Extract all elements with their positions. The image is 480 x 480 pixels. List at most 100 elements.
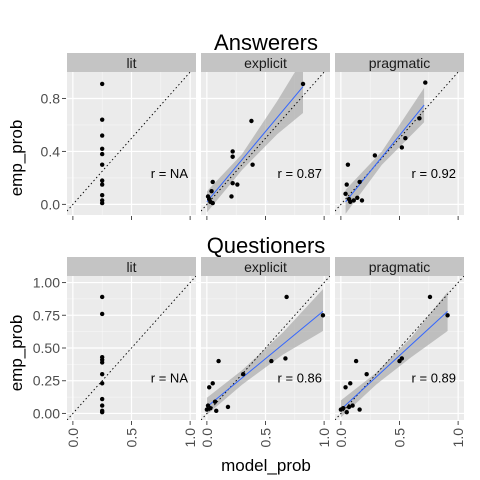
answerers-lit-content	[67, 72, 191, 212]
data-point	[99, 178, 105, 183]
questioners-lit-x-tick-label: 1.0	[182, 428, 198, 448]
answerers-explicit-panel: explicit r = 0.87	[201, 53, 330, 220]
questioners-pragmatic-r-label: r = 0.89	[412, 371, 456, 386]
data-point	[445, 313, 450, 318]
data-point	[212, 399, 218, 404]
data-point	[300, 81, 306, 87]
data-point	[351, 198, 356, 203]
data-point	[348, 199, 353, 204]
plot-area: 0.0 0.4 0.8 lit r = NA explicit r = 0.87 pragma…	[33, 53, 466, 447]
answerers-explicit-identity-line	[201, 72, 325, 212]
questioners-pragmatic-x-tick-label: 0.5	[392, 428, 408, 448]
data-point	[209, 188, 214, 194]
data-point	[210, 200, 215, 206]
data-point	[341, 406, 346, 411]
data-point	[403, 136, 408, 141]
questioners-pragmatic-grid	[335, 276, 464, 420]
data-point	[357, 407, 362, 412]
data-point	[225, 404, 231, 410]
data-point	[364, 371, 369, 377]
data-point	[99, 182, 105, 187]
answerers-pragmatic-identity-line	[335, 72, 459, 212]
data-point	[372, 153, 378, 158]
questioners-lit-content	[67, 276, 196, 420]
data-point	[427, 294, 433, 300]
answerers-lit-strip-label: lit	[126, 55, 136, 71]
questioners-explicit-r-label: r = 0.86	[278, 371, 322, 386]
data-point	[99, 360, 105, 365]
data-point	[210, 381, 215, 386]
data-point	[346, 404, 352, 410]
answerers-title: Answerers	[214, 30, 318, 55]
questioners-y-tick-label: 0.00	[33, 405, 60, 421]
answerers-explicit-strip-label: explicit	[244, 55, 287, 71]
data-point	[353, 358, 359, 364]
data-point	[344, 409, 349, 415]
questioners-pragmatic-identity-line	[335, 276, 464, 420]
answerers-explicit-strip	[201, 53, 330, 72]
data-point	[99, 381, 105, 386]
data-point	[249, 118, 254, 124]
answerers-pragmatic-confidence-band	[345, 87, 425, 214]
answerers-pragmatic-grid	[335, 72, 464, 215]
questioners-lit-identity-line	[67, 276, 196, 420]
data-point	[283, 356, 288, 361]
data-point	[235, 182, 240, 187]
answerers-pragmatic-content	[335, 72, 459, 214]
data-point	[344, 182, 349, 187]
data-point	[345, 162, 351, 167]
answerers-pragmatic-strip	[335, 53, 464, 72]
data-point	[210, 179, 215, 185]
data-point	[99, 146, 105, 151]
data-point	[99, 294, 105, 300]
answerers-lit-panel: lit r = NA	[67, 53, 196, 220]
data-point	[230, 154, 235, 159]
data-point	[284, 294, 289, 300]
data-point	[99, 311, 105, 317]
x-axis-title: model_prob	[221, 456, 311, 475]
questioners-explicit-x-tick-label: 0.0	[199, 428, 215, 448]
questioners-lit-grid	[67, 276, 196, 420]
data-point	[229, 194, 234, 199]
data-point	[99, 396, 105, 402]
answerers-lit-grid	[67, 72, 196, 215]
answerers-y-tick-label: 0.0	[41, 196, 61, 212]
data-point	[357, 179, 362, 185]
data-point	[250, 162, 255, 167]
data-point	[99, 403, 105, 408]
answerers-row: 0.0 0.4 0.8 lit r = NA explicit r = 0.87 pragma…	[41, 53, 464, 220]
data-point	[99, 192, 105, 198]
questioners-explicit-strip-label: explicit	[244, 259, 287, 275]
data-point	[216, 358, 221, 364]
questioners-lit-x-tick-label: 0.0	[65, 428, 81, 448]
data-point	[423, 80, 428, 85]
answerers-y-tick-label: 0.4	[41, 143, 61, 159]
data-point	[207, 385, 212, 390]
answerers-pragmatic-strip-label: pragmatic	[369, 55, 430, 71]
answerers-explicit-fit-line	[206, 86, 304, 203]
questioners-explicit-strip	[201, 257, 330, 276]
questioners-pragmatic-fit-line	[340, 310, 448, 410]
data-point	[99, 81, 105, 87]
questioners-y-tick-label: 0.50	[33, 340, 60, 356]
answerers-pragmatic-fit-line	[345, 104, 425, 203]
answerers-y-tick-label: 0.8	[41, 90, 61, 106]
answerers-pragmatic-r-label: r = 0.92	[412, 166, 456, 181]
data-point	[99, 151, 105, 157]
questioners-pragmatic-panel: pragmatic r = 0.89 0.0 0.5 1.0	[333, 257, 466, 447]
questioners-pragmatic-confidence-band	[340, 291, 448, 418]
answerers-lit-r-label: r = NA	[151, 166, 189, 181]
data-point	[230, 149, 235, 154]
questioners-explicit-x-tick-label: 1.0	[316, 428, 332, 448]
data-point	[208, 406, 213, 411]
data-point	[399, 356, 405, 361]
data-point	[359, 198, 365, 203]
questioners-pragmatic-x-tick-label: 1.0	[450, 428, 466, 448]
data-point	[99, 409, 105, 415]
questioners-y-tick-label: 0.75	[33, 307, 60, 323]
data-point	[343, 385, 348, 390]
questioners-lit-r-label: r = NA	[151, 371, 189, 386]
questioners-lit-panel: lit r = NA 0.0 0.5 1.0	[65, 257, 198, 447]
answerers-explicit-r-label: r = 0.87	[278, 166, 322, 181]
